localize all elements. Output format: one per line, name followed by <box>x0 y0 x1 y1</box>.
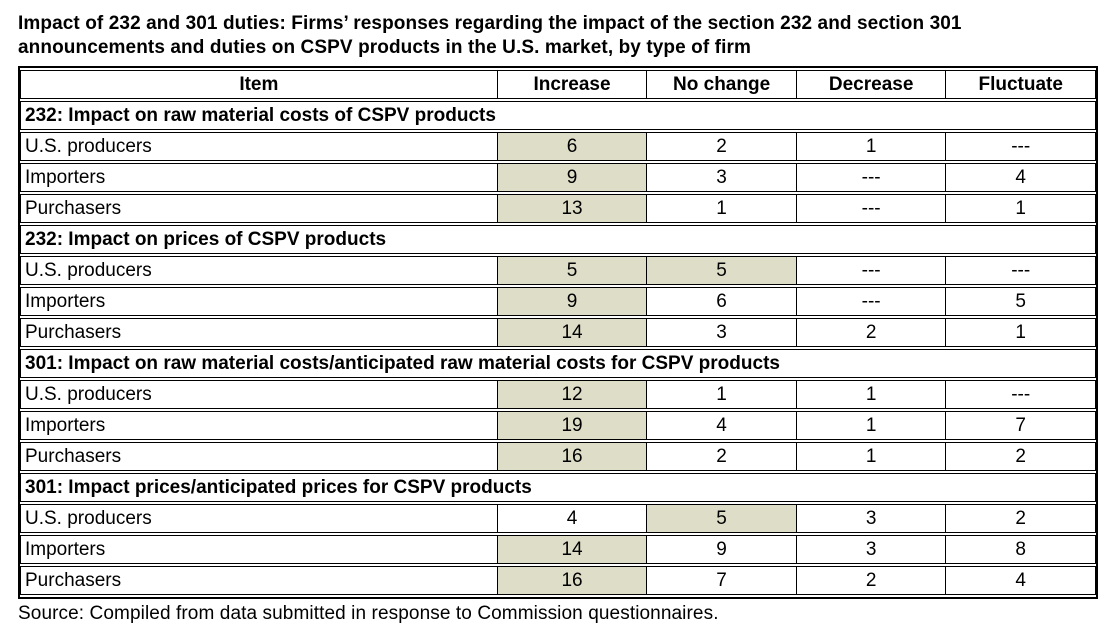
value-cell: 2 <box>796 318 947 347</box>
value-cell: 2 <box>647 442 797 471</box>
value-cell-highlighted: 9 <box>497 287 648 316</box>
table-row: Importers 19 4 1 7 <box>20 411 1096 440</box>
value-cell: --- <box>796 194 947 223</box>
section-header-label: 301: Impact on raw material costs/antici… <box>20 349 1096 378</box>
table-row: Importers 14 9 3 8 <box>20 535 1096 564</box>
section-header-row: 301: Impact prices/anticipated prices fo… <box>20 473 1096 502</box>
item-label: U.S. producers <box>20 504 498 533</box>
item-label: Importers <box>20 163 498 192</box>
item-label: Purchasers <box>20 566 498 595</box>
value-cell-highlighted: 5 <box>497 256 648 285</box>
section-header-row: 232: Impact on prices of CSPV products <box>20 225 1096 254</box>
table-row: Purchasers 13 1 --- 1 <box>20 194 1096 223</box>
value-cell: 3 <box>647 163 797 192</box>
table-title: Impact of 232 and 301 duties: Firms’ res… <box>18 13 962 58</box>
item-label: Purchasers <box>20 194 498 223</box>
value-cell: 3 <box>796 504 947 533</box>
value-cell: 2 <box>647 132 797 161</box>
value-cell: 1 <box>647 194 797 223</box>
value-cell: 5 <box>946 287 1096 316</box>
value-cell: 1 <box>647 380 797 409</box>
section-header-label: 301: Impact prices/anticipated prices fo… <box>20 473 1096 502</box>
column-header-item: Item <box>20 70 498 99</box>
value-cell: --- <box>946 380 1096 409</box>
table-header: Item Increase No change Decrease Fluctuate <box>20 70 1096 99</box>
table-row: U.S. producers 5 5 --- --- <box>20 256 1096 285</box>
value-cell: 1 <box>946 194 1096 223</box>
value-cell: 1 <box>796 380 947 409</box>
item-label: U.S. producers <box>20 380 498 409</box>
value-cell: --- <box>946 132 1096 161</box>
impact-table: Item Increase No change Decrease Fluctuate 2… <box>18 66 1098 599</box>
header-row: Item Increase No change Decrease Fluctuate <box>20 70 1096 99</box>
item-label: Purchasers <box>20 442 498 471</box>
value-cell-highlighted: 16 <box>497 442 648 471</box>
value-cell: 8 <box>946 535 1096 564</box>
value-cell: 1 <box>796 132 947 161</box>
value-cell: 9 <box>647 535 797 564</box>
table-row: Importers 9 3 --- 4 <box>20 163 1096 192</box>
value-cell: 1 <box>796 411 947 440</box>
source-note: Source: Compiled from data submitted in … <box>18 603 719 624</box>
section-header-label: 232: Impact on raw material costs of CSP… <box>20 101 1096 130</box>
table-row: Importers 9 6 --- 5 <box>20 287 1096 316</box>
table-row: U.S. producers 4 5 3 2 <box>20 504 1096 533</box>
value-cell: 4 <box>497 504 648 533</box>
value-cell: --- <box>796 287 947 316</box>
column-header-fluctuate: Fluctuate <box>946 70 1096 99</box>
value-cell: 1 <box>796 442 947 471</box>
value-cell-highlighted: 13 <box>497 194 648 223</box>
value-cell: --- <box>796 163 947 192</box>
value-cell: 6 <box>647 287 797 316</box>
table-row: Purchasers 16 7 2 4 <box>20 566 1096 595</box>
item-label: Importers <box>20 411 498 440</box>
value-cell: 1 <box>946 318 1096 347</box>
value-cell: 4 <box>946 566 1096 595</box>
value-cell-highlighted: 5 <box>647 504 797 533</box>
value-cell: 7 <box>946 411 1096 440</box>
value-cell-highlighted: 14 <box>497 318 648 347</box>
item-label: Importers <box>20 535 498 564</box>
value-cell: 3 <box>796 535 947 564</box>
item-label: Purchasers <box>20 318 498 347</box>
table-row: Purchasers 14 3 2 1 <box>20 318 1096 347</box>
table-body: 232: Impact on raw material costs of CSP… <box>20 101 1096 595</box>
section-header-row: 301: Impact on raw material costs/antici… <box>20 349 1096 378</box>
item-label: Importers <box>20 287 498 316</box>
value-cell: 7 <box>647 566 797 595</box>
value-cell: 2 <box>946 504 1096 533</box>
value-cell: 3 <box>647 318 797 347</box>
value-cell-highlighted: 14 <box>497 535 648 564</box>
value-cell-highlighted: 12 <box>497 380 648 409</box>
value-cell: 2 <box>946 442 1096 471</box>
value-cell: 2 <box>796 566 947 595</box>
value-cell: 4 <box>647 411 797 440</box>
section-header-row: 232: Impact on raw material costs of CSP… <box>20 101 1096 130</box>
column-header-increase: Increase <box>497 70 648 99</box>
value-cell-highlighted: 16 <box>497 566 648 595</box>
value-cell: --- <box>946 256 1096 285</box>
column-header-no-change: No change <box>647 70 797 99</box>
item-label: U.S. producers <box>20 256 498 285</box>
table-row: U.S. producers 12 1 1 --- <box>20 380 1096 409</box>
item-label: U.S. producers <box>20 132 498 161</box>
value-cell-highlighted: 6 <box>497 132 648 161</box>
value-cell-highlighted: 19 <box>497 411 648 440</box>
value-cell: --- <box>796 256 947 285</box>
section-header-label: 232: Impact on prices of CSPV products <box>20 225 1096 254</box>
column-header-decrease: Decrease <box>796 70 947 99</box>
table-row: Purchasers 16 2 1 2 <box>20 442 1096 471</box>
value-cell: 4 <box>946 163 1096 192</box>
value-cell-highlighted: 9 <box>497 163 648 192</box>
value-cell-highlighted: 5 <box>647 256 797 285</box>
table-row: U.S. producers 6 2 1 --- <box>20 132 1096 161</box>
